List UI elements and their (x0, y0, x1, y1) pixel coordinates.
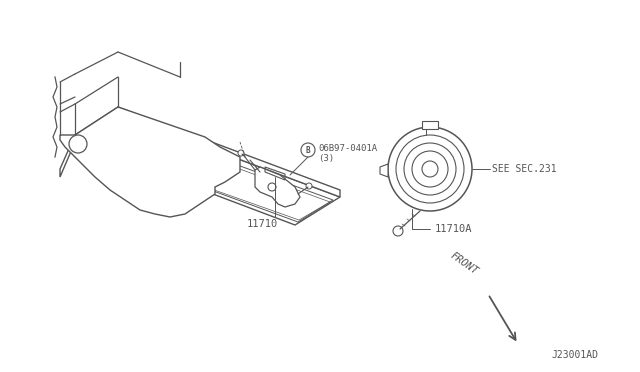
Polygon shape (118, 107, 340, 197)
Text: J23001AD: J23001AD (551, 350, 598, 360)
Polygon shape (75, 114, 340, 225)
Circle shape (301, 143, 315, 157)
Text: 11710A: 11710A (435, 224, 472, 234)
Polygon shape (178, 147, 198, 167)
Polygon shape (380, 164, 388, 177)
Polygon shape (60, 135, 75, 177)
Polygon shape (255, 167, 300, 207)
Polygon shape (75, 107, 118, 142)
Text: SEE SEC.231: SEE SEC.231 (492, 164, 557, 174)
Text: FRONT: FRONT (448, 251, 479, 277)
Text: B: B (306, 145, 310, 154)
Text: (3): (3) (318, 154, 334, 163)
Circle shape (69, 135, 87, 153)
Circle shape (238, 150, 244, 156)
Text: 06B97-0401A: 06B97-0401A (318, 144, 377, 153)
Text: 11710: 11710 (246, 219, 278, 229)
Circle shape (388, 127, 472, 211)
Circle shape (306, 183, 312, 189)
Circle shape (422, 161, 438, 177)
Circle shape (393, 226, 403, 236)
Polygon shape (60, 107, 240, 217)
Polygon shape (113, 114, 130, 132)
FancyBboxPatch shape (422, 121, 438, 129)
